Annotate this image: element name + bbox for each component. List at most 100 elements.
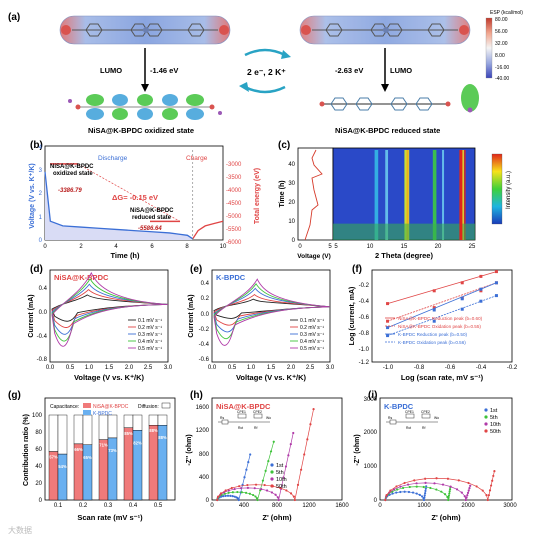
- data-point: [216, 498, 219, 502]
- tick-label: 400: [199, 475, 210, 481]
- data-point: [233, 487, 236, 491]
- fit-line: [387, 282, 497, 322]
- data-point: [432, 319, 436, 323]
- panel-d-label: (d): [30, 264, 43, 275]
- tick-label: 0: [43, 244, 47, 250]
- i-xticks: 0 1000 2000 3000: [378, 503, 517, 509]
- legend-entry: 50th: [490, 429, 501, 435]
- tick-label: 10: [288, 219, 295, 225]
- tick-label: 2: [79, 244, 83, 250]
- arrowhead: [141, 84, 149, 92]
- data-point: [411, 491, 415, 494]
- watermark: 大数据: [8, 525, 32, 535]
- tick-label: 800: [199, 452, 210, 458]
- data-point: [256, 498, 259, 502]
- data-point: [226, 494, 230, 497]
- tick-label: 0.4: [39, 286, 48, 292]
- diffusion-bar: [107, 414, 118, 439]
- legend-entry: NiSA@K-BPDC: [93, 404, 129, 410]
- legend-entry: K-BPDC Reduction peak (b=0.50): [398, 332, 468, 337]
- esp-tick: -16.00: [495, 65, 509, 71]
- panel-f: (f) NiSA@K-BPDC Reduction peak (b=0.60) …: [349, 264, 518, 382]
- plot-d-marks: [51, 271, 169, 347]
- capacitance-bar-kbpdc: [157, 425, 168, 501]
- data-point: [386, 319, 390, 323]
- h-xticks: 0 400 800 1200 1600: [210, 503, 349, 509]
- h-yticks: 0 400 800 1200 1600: [196, 405, 210, 504]
- data-point: [289, 492, 293, 495]
- data-point: [224, 494, 227, 497]
- data-point: [229, 494, 232, 497]
- data-point: [449, 485, 452, 488]
- h-title: NiSA@K-BPDC: [216, 402, 271, 411]
- legend-marker: [270, 477, 274, 481]
- data-point: [284, 465, 288, 468]
- legend-entry: 1st: [490, 408, 498, 414]
- data-point: [455, 488, 459, 491]
- data-point: [488, 489, 492, 492]
- plot-h-frame: [211, 397, 343, 501]
- data-point: [300, 468, 303, 471]
- c-colorbar: [491, 153, 503, 225]
- tick-label: 0.0: [201, 312, 210, 318]
- tick-label: 20: [435, 244, 442, 250]
- data-point: [432, 289, 436, 293]
- red-label-2: reduced state: [132, 215, 172, 221]
- tick-label: 1200: [302, 503, 316, 509]
- tick-label: 10: [367, 244, 374, 250]
- diffusion-bar: [157, 414, 168, 426]
- data-point: [261, 479, 265, 482]
- data-point: [464, 498, 467, 502]
- diffusion-bar: [73, 414, 84, 445]
- data-point: [312, 407, 315, 411]
- circuit-label: Wo: [434, 416, 439, 420]
- data-point: [401, 486, 405, 490]
- tick-label: -0.6: [445, 365, 456, 371]
- atom-ni: [383, 27, 389, 33]
- data-point: [424, 487, 427, 490]
- caption-reduced: NiSA@K-BPDC reduced state: [335, 126, 440, 135]
- data-point: [238, 485, 241, 488]
- legend-marker: [484, 429, 488, 433]
- data-point: [424, 492, 427, 495]
- legend-capacitance: Capacitance:: [50, 404, 79, 410]
- data-point: [460, 307, 464, 311]
- heatmap-peak-red: [459, 150, 463, 240]
- tick-label: 1600: [196, 405, 210, 411]
- tick-label: 2000: [461, 503, 475, 509]
- data-point: [491, 479, 494, 482]
- plot-f-marks: [386, 270, 498, 338]
- esp-tick: 8.00: [495, 53, 505, 59]
- data-point: [447, 496, 450, 499]
- tick-label: -0.2: [359, 283, 370, 289]
- data-point: [255, 497, 259, 500]
- esp-colorbar-ticks: 80.00 56.00 32.00 8.00 -16.00 -40.00: [495, 17, 509, 82]
- data-point: [243, 476, 246, 479]
- circuit-label: Rs: [388, 416, 392, 420]
- data-point: [222, 495, 225, 498]
- b-yticks-right: -3000 -3500 -4000 -4500 -5000 -5500 -600…: [226, 162, 242, 246]
- legend-entry: 0.5 mV s⁻¹: [300, 346, 324, 352]
- panel-f-label: (f): [352, 264, 362, 275]
- f-yticks: -0.2 -0.4 -0.6 -0.8 -1.0 -1.2: [359, 283, 370, 366]
- data-point: [249, 453, 252, 456]
- tick-label: 0.5: [154, 503, 163, 509]
- data-point: [475, 485, 478, 488]
- data-point: [267, 460, 270, 463]
- lumo-orbital-right: [319, 84, 479, 113]
- data-point: [424, 489, 427, 493]
- data-point: [460, 491, 463, 494]
- panel-i-label: (i): [368, 390, 377, 401]
- data-point: [469, 484, 472, 487]
- circuit-label: Rct: [406, 426, 411, 430]
- data-point: [432, 308, 436, 312]
- tick-label: 40: [288, 162, 295, 168]
- b-xticks: 0 2 4 6 8 10: [43, 244, 227, 250]
- tick-label: -0.6: [359, 315, 370, 321]
- i-circuit: Rs CPE1 CPE2 Rct Rf Wo: [386, 410, 439, 430]
- legend-entry: 5th: [276, 470, 284, 476]
- tick-label: 800: [272, 503, 283, 509]
- tick-label: 0.0: [39, 310, 48, 316]
- tick-label: 6: [150, 244, 154, 250]
- data-point: [303, 453, 306, 456]
